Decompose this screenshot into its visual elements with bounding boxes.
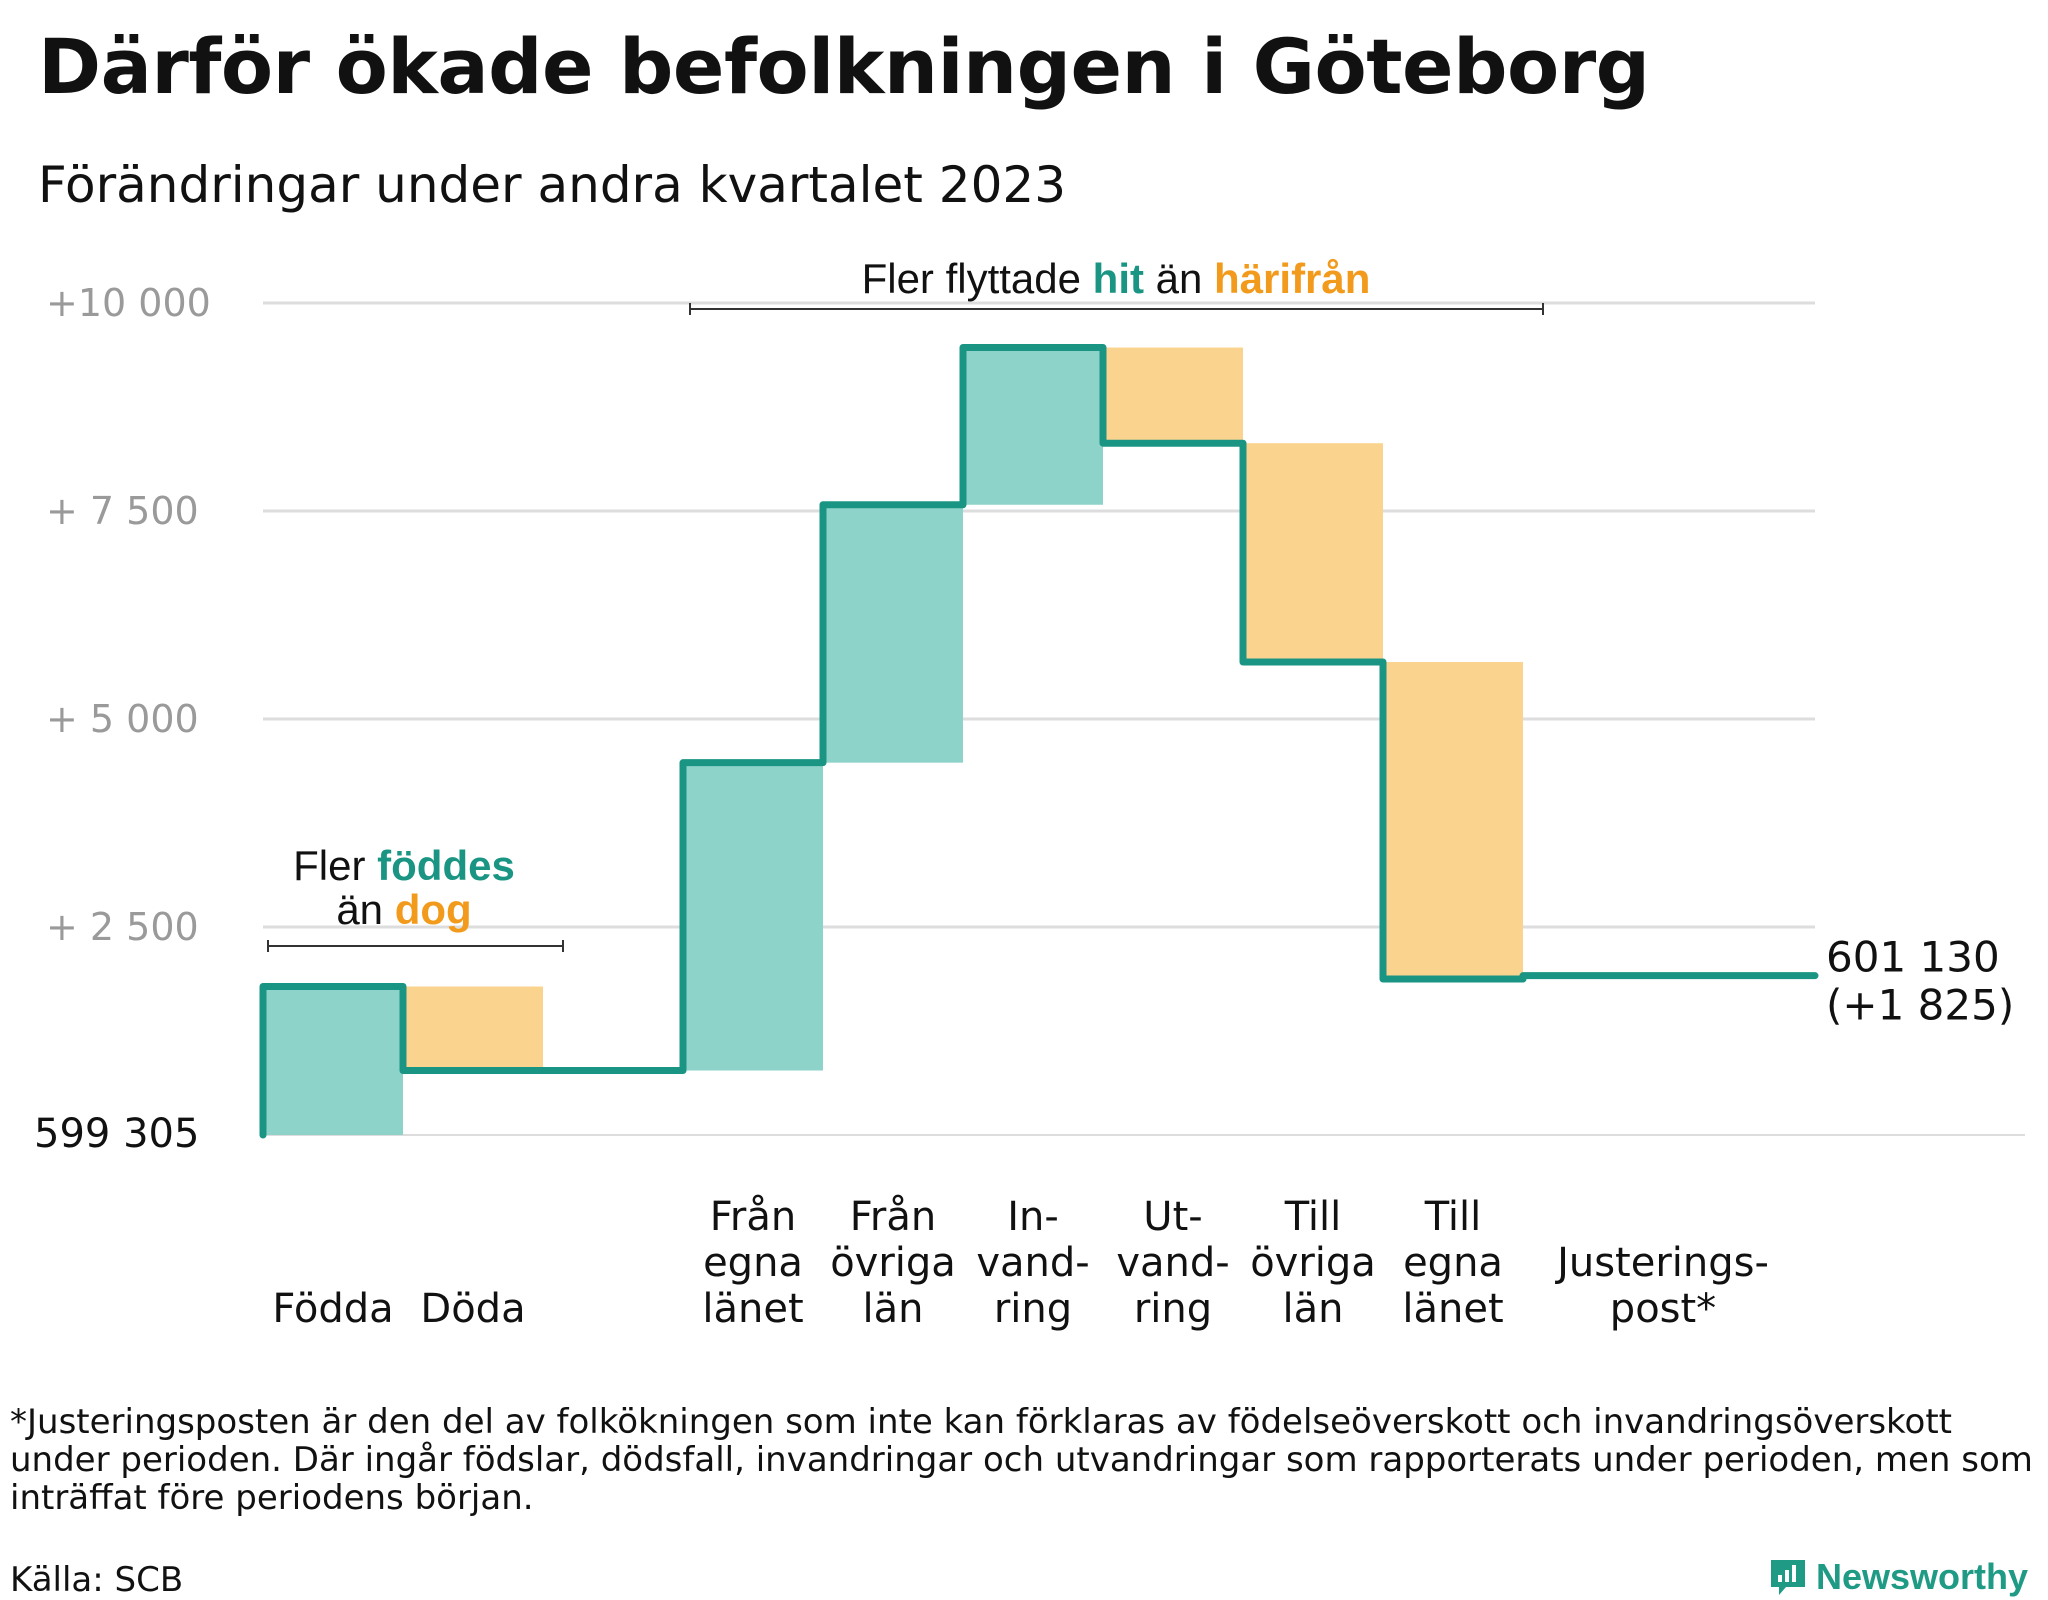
migration-annotation: Fler flyttade hit än härifrån bbox=[862, 255, 1371, 302]
cumulative-step-line bbox=[259, 344, 1819, 1139]
end-value-label: 601 130 bbox=[1826, 933, 2000, 982]
category-label: län bbox=[863, 1286, 924, 1332]
annotation-text: än bbox=[336, 886, 394, 933]
category-label: egna bbox=[1403, 1240, 1503, 1286]
annotation-highlight-orange: dog bbox=[395, 886, 472, 933]
category-label: vand- bbox=[1116, 1240, 1229, 1286]
brand: Newsworthy bbox=[1768, 1556, 2028, 1598]
annotation-text: Fler flyttade bbox=[862, 255, 1093, 302]
category-label: län bbox=[1283, 1286, 1344, 1332]
category-label: Från bbox=[710, 1194, 796, 1240]
y-tick-label: + 2 500 bbox=[46, 905, 199, 949]
newsworthy-logo-icon bbox=[1771, 1560, 1805, 1595]
annotation-highlight-teal: föddes bbox=[377, 842, 515, 889]
category-label: övriga bbox=[1250, 1240, 1376, 1286]
chart-subtitle: Förändringar under andra kvartalet 2023 bbox=[38, 156, 1067, 214]
y-tick-label: + 5 000 bbox=[46, 697, 199, 741]
category-label: Justerings- bbox=[1554, 1240, 1769, 1286]
category-label: vand- bbox=[976, 1240, 1089, 1286]
annotation-highlight-orange: härifrån bbox=[1214, 255, 1370, 302]
decrease-bar bbox=[403, 986, 543, 1071]
decrease-bar bbox=[1243, 443, 1383, 663]
y-tick-label: +10 000 bbox=[46, 281, 211, 325]
waterfall-chart: +10 000 + 7 500 + 5 000 + 2 500 599 305 601 1… bbox=[34, 255, 2025, 1332]
y-tick-label: + 7 500 bbox=[46, 489, 199, 533]
category-label: In- bbox=[1007, 1194, 1059, 1240]
increase-bar bbox=[823, 504, 963, 763]
increase-bar bbox=[263, 986, 403, 1135]
increase-bar bbox=[683, 762, 823, 1071]
births-annotation-line2: än dog bbox=[336, 886, 471, 933]
annotation-text: Fler bbox=[293, 842, 377, 889]
brand-name: Newsworthy bbox=[1816, 1556, 2029, 1597]
births-annotation-line1: Fler föddes bbox=[293, 842, 515, 889]
category-label: post* bbox=[1610, 1286, 1716, 1332]
chart-title: Därför ökade befolkningen i Göteborg bbox=[38, 22, 1650, 111]
category-label: länet bbox=[1402, 1286, 1503, 1332]
category-label: ring bbox=[994, 1286, 1072, 1332]
category-label: ring bbox=[1134, 1286, 1212, 1332]
category-label: Ut- bbox=[1143, 1194, 1202, 1240]
category-label: egna bbox=[703, 1240, 803, 1286]
category-label: Till bbox=[1284, 1194, 1342, 1240]
source-label: Källa: SCB bbox=[10, 1560, 184, 1600]
category-label: Från bbox=[850, 1194, 936, 1240]
category-label: länet bbox=[702, 1286, 803, 1332]
category-label: övriga bbox=[830, 1240, 956, 1286]
decrease-bar bbox=[1103, 347, 1243, 444]
annotation-text: än bbox=[1144, 255, 1214, 302]
category-label: Födda bbox=[272, 1286, 393, 1332]
end-change-label: (+1 825) bbox=[1826, 981, 2014, 1030]
category-label: Till bbox=[1424, 1194, 1482, 1240]
decrease-bar bbox=[1383, 662, 1523, 979]
base-value-label: 599 305 bbox=[34, 1111, 199, 1157]
category-label: Döda bbox=[420, 1286, 525, 1332]
increase-bar bbox=[963, 347, 1103, 505]
footnote: *Justeringsposten är den del av folkökni… bbox=[10, 1402, 2033, 1518]
annotation-highlight-teal: hit bbox=[1093, 255, 1144, 302]
